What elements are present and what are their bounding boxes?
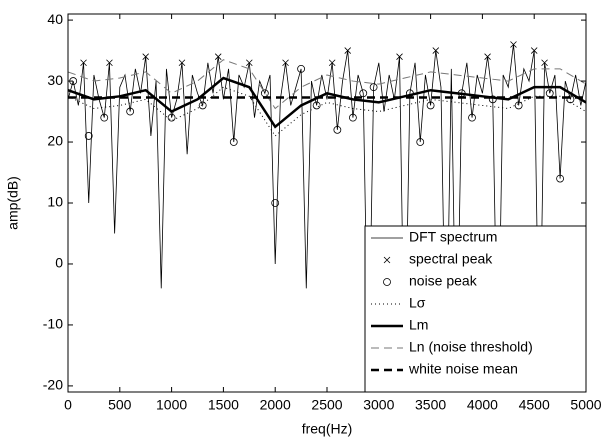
marker-x [510, 41, 517, 48]
marker-x [484, 53, 491, 60]
marker-x [396, 53, 403, 60]
marker-o [167, 113, 176, 122]
marker-o [468, 113, 476, 122]
marker-o [416, 138, 425, 146]
marker-x [530, 47, 538, 54]
marker-x [80, 59, 87, 67]
legend-label: DFT spectrum [409, 229, 497, 245]
x-tick-label: 1500 [208, 397, 239, 413]
marker-o [333, 125, 342, 134]
y-tick-label: 0 [55, 255, 63, 271]
marker-o [198, 101, 207, 110]
y-tick-label: 20 [47, 133, 63, 149]
marker-x [344, 47, 352, 54]
x-tick-label: 1000 [156, 397, 187, 413]
marker-x [541, 59, 548, 67]
legend-label: white noise mean [408, 361, 518, 377]
marker-o [514, 101, 523, 110]
x-tick-label: 4000 [467, 397, 498, 413]
series-line [68, 86, 586, 137]
marker-o [426, 101, 435, 110]
marker-o [556, 174, 564, 183]
y-tick-label: -20 [43, 377, 63, 393]
legend-label: noise peak [409, 273, 478, 289]
x-tick-label: 3500 [415, 397, 446, 413]
legend-label: Lσ [409, 295, 426, 311]
legend-label: Lm [409, 317, 428, 333]
legend-label: spectral peak [409, 251, 493, 267]
marker-o [84, 132, 93, 140]
marker-x [282, 59, 289, 67]
marker-x [432, 47, 440, 54]
y-axis-label: amp(dB) [5, 176, 21, 230]
marker-x [178, 59, 186, 67]
x-axis-label: freq(Hz) [302, 421, 353, 437]
marker-x [214, 53, 222, 60]
marker-o [100, 113, 109, 122]
x-tick-label: 4500 [519, 397, 550, 413]
marker-o [348, 113, 357, 122]
y-tick-label: -10 [43, 316, 63, 332]
series-line [68, 59, 586, 110]
marker-x [328, 59, 336, 67]
y-tick-label: 40 [47, 11, 63, 27]
marker-o [383, 278, 391, 286]
marker-x [383, 256, 391, 264]
legend-box [364, 225, 587, 393]
x-tick-label: 0 [64, 397, 72, 413]
x-tick-label: 500 [108, 397, 132, 413]
marker-o [488, 95, 497, 104]
x-tick-label: 2500 [311, 397, 342, 413]
marker-o [271, 199, 280, 207]
plot-frame [67, 13, 587, 393]
marker-o [359, 89, 368, 98]
marker-o [369, 83, 378, 92]
y-tick-label: 10 [47, 194, 63, 210]
x-tick-label: 5000 [570, 397, 601, 413]
marker-o [229, 138, 238, 146]
marker-x [246, 59, 253, 67]
legend-label: Ln (noise threshold) [409, 339, 533, 355]
marker-o [312, 101, 321, 110]
x-tick-label: 3000 [363, 397, 394, 413]
marker-o [126, 107, 135, 116]
marker-x [106, 59, 113, 67]
marker-x [142, 53, 149, 60]
y-tick-label: 30 [47, 72, 63, 88]
x-tick-label: 2000 [260, 397, 291, 413]
marker-o [297, 64, 306, 73]
